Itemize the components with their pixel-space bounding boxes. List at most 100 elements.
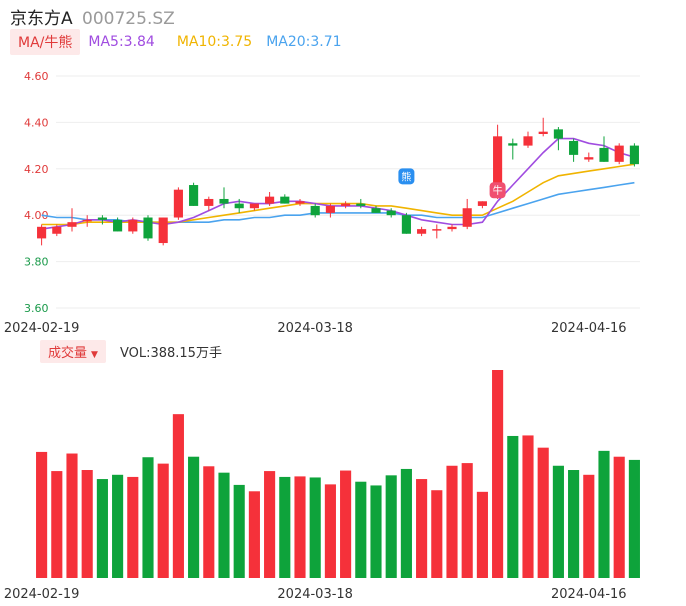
x-tick-label: 2024-02-19 bbox=[4, 321, 80, 336]
volume-bar[interactable] bbox=[142, 457, 154, 578]
candle[interactable] bbox=[82, 219, 92, 222]
volume-bar[interactable] bbox=[233, 484, 245, 578]
volume-bar[interactable] bbox=[628, 459, 640, 578]
candle[interactable] bbox=[113, 219, 123, 232]
volume-bar[interactable] bbox=[188, 456, 200, 578]
candle[interactable] bbox=[584, 157, 594, 160]
candle[interactable] bbox=[523, 136, 533, 146]
ma10-label: MA10:3.75 bbox=[176, 34, 253, 50]
volume-bar[interactable] bbox=[583, 474, 595, 578]
volume-bar[interactable] bbox=[461, 463, 473, 578]
volume-bar[interactable] bbox=[476, 491, 488, 578]
volume-bar[interactable] bbox=[66, 453, 78, 578]
candle[interactable] bbox=[97, 217, 107, 220]
candle[interactable] bbox=[599, 147, 609, 162]
candle[interactable] bbox=[629, 145, 639, 165]
stock-code: 000725.SZ bbox=[82, 9, 175, 29]
volume-tag-label: 成交量 bbox=[48, 345, 88, 361]
candle[interactable] bbox=[325, 205, 335, 213]
volume-bar[interactable] bbox=[598, 450, 610, 578]
x-tick-label: 2024-02-19 bbox=[4, 587, 80, 602]
candle[interactable] bbox=[189, 185, 199, 206]
candle[interactable] bbox=[614, 145, 624, 162]
candle[interactable] bbox=[371, 208, 381, 213]
volume-bar[interactable] bbox=[370, 485, 382, 578]
y-tick-label: 4.00 bbox=[24, 209, 49, 222]
volume-bar[interactable] bbox=[36, 451, 48, 578]
volume-bar[interactable] bbox=[507, 435, 519, 578]
volume-bar[interactable] bbox=[431, 490, 443, 578]
y-tick-label: 4.40 bbox=[24, 116, 49, 129]
volume-bar[interactable] bbox=[385, 475, 397, 578]
volume-bar[interactable] bbox=[309, 477, 321, 578]
candle[interactable] bbox=[310, 205, 320, 216]
candle[interactable] bbox=[401, 215, 411, 234]
volume-bar[interactable] bbox=[355, 481, 367, 578]
volume-bar[interactable] bbox=[96, 479, 108, 578]
candle[interactable] bbox=[52, 226, 62, 234]
volume-bar[interactable] bbox=[81, 470, 93, 578]
volume-bar[interactable] bbox=[127, 476, 139, 578]
volume-bar[interactable] bbox=[568, 470, 580, 578]
volume-bar[interactable] bbox=[446, 465, 458, 578]
volume-bar[interactable] bbox=[172, 414, 184, 578]
volume-bar[interactable] bbox=[522, 435, 534, 578]
candle[interactable] bbox=[356, 203, 366, 206]
ma-bull-bear-tag[interactable]: MA/牛熊 bbox=[10, 29, 81, 55]
x-tick-label: 2024-04-16 bbox=[551, 321, 627, 336]
candle[interactable] bbox=[173, 189, 183, 218]
candle[interactable] bbox=[249, 203, 259, 209]
candle[interactable] bbox=[219, 198, 229, 204]
volume-bar[interactable] bbox=[203, 466, 215, 578]
volume-bar[interactable] bbox=[492, 370, 504, 578]
candle[interactable] bbox=[508, 143, 518, 146]
volume-bar[interactable] bbox=[340, 470, 352, 578]
candle[interactable] bbox=[477, 201, 487, 206]
volume-bar[interactable] bbox=[613, 456, 625, 578]
candle[interactable] bbox=[295, 201, 305, 204]
candle[interactable] bbox=[234, 203, 244, 209]
volume-bar[interactable] bbox=[51, 471, 63, 578]
volume-bar[interactable] bbox=[552, 465, 564, 578]
candle[interactable] bbox=[280, 196, 290, 204]
bull-marker-icon-glyph: 牛 bbox=[493, 184, 503, 197]
volume-bar[interactable] bbox=[294, 476, 306, 578]
volume-bar[interactable] bbox=[264, 471, 276, 578]
bull-marker-icon[interactable] bbox=[489, 182, 506, 199]
stock-name: 京东方A bbox=[10, 9, 73, 29]
volume-bar[interactable] bbox=[248, 491, 260, 578]
candle[interactable] bbox=[128, 219, 138, 232]
volume-bar[interactable] bbox=[400, 468, 412, 578]
volume-bar[interactable] bbox=[537, 447, 549, 578]
candle[interactable] bbox=[143, 217, 153, 239]
y-tick-label: 3.80 bbox=[24, 256, 49, 269]
candle[interactable] bbox=[265, 196, 275, 204]
volume-bar[interactable] bbox=[416, 479, 428, 578]
candle[interactable] bbox=[417, 229, 427, 234]
candle[interactable] bbox=[204, 198, 214, 206]
volume-bar[interactable] bbox=[279, 476, 291, 578]
volume-bar[interactable] bbox=[157, 463, 169, 578]
candle[interactable] bbox=[553, 129, 563, 139]
y-tick-label: 4.60 bbox=[24, 70, 49, 83]
stock-title: 京东方A 000725.SZ bbox=[10, 4, 175, 29]
candle[interactable] bbox=[158, 217, 168, 244]
candle[interactable] bbox=[67, 222, 77, 227]
y-tick-label: 3.60 bbox=[24, 302, 49, 315]
caret-down-icon: ▼ bbox=[91, 349, 98, 360]
volume-bar[interactable] bbox=[112, 474, 124, 578]
volume-bar[interactable] bbox=[324, 484, 336, 578]
candle[interactable] bbox=[386, 210, 396, 216]
candle[interactable] bbox=[569, 140, 579, 155]
candle[interactable] bbox=[462, 208, 472, 227]
candle[interactable] bbox=[447, 226, 457, 230]
candle[interactable] bbox=[37, 226, 47, 239]
volume-bar[interactable] bbox=[218, 472, 230, 578]
volume-indicator-dropdown[interactable]: 成交量 ▼ bbox=[40, 339, 106, 363]
candle[interactable] bbox=[493, 136, 503, 197]
candle[interactable] bbox=[432, 229, 442, 231]
candle[interactable] bbox=[538, 131, 548, 134]
bear-marker-icon[interactable] bbox=[398, 168, 415, 185]
candle[interactable] bbox=[341, 203, 351, 206]
